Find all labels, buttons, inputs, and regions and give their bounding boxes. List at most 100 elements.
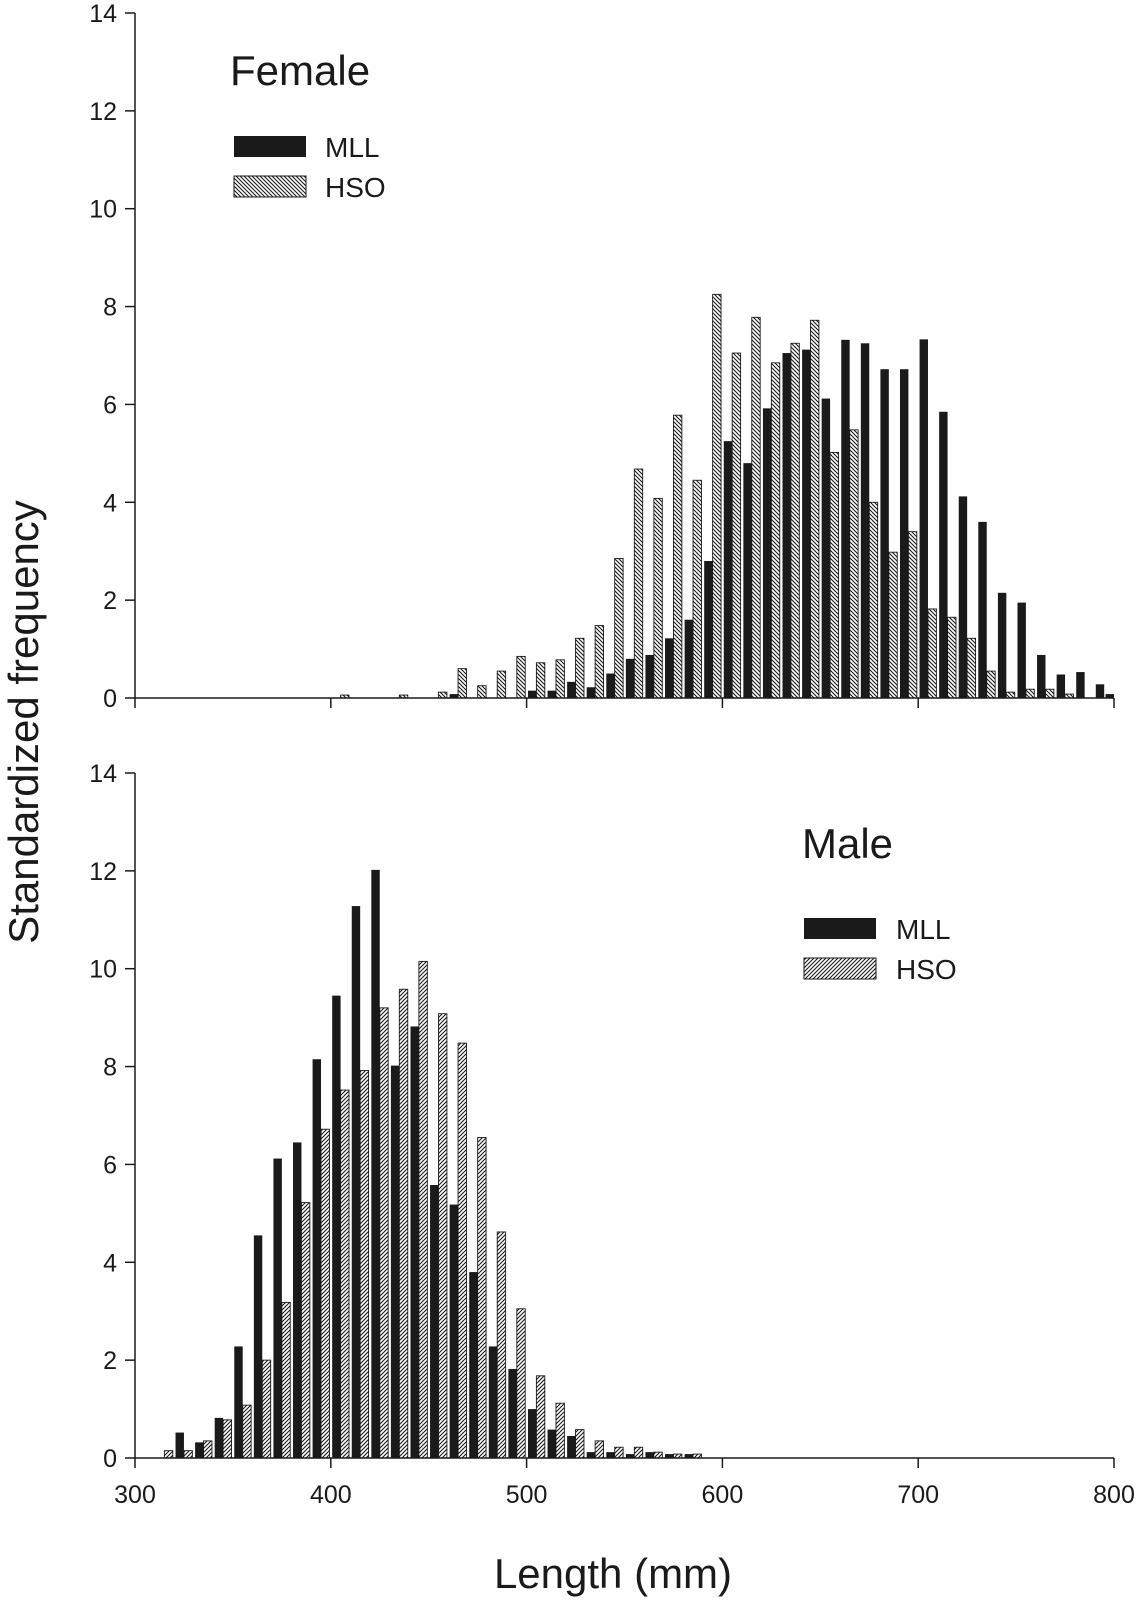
male-bar-mll	[527, 1409, 537, 1458]
male-bar-mll	[625, 1454, 635, 1458]
female-bar-hso	[1005, 691, 1016, 699]
female-bar-hso	[751, 316, 761, 699]
female-bar-mll	[841, 339, 850, 698]
male-bar-hso	[300, 1202, 311, 1459]
female-legend: MLL HSO	[233, 132, 386, 203]
female-bar-hso	[496, 670, 507, 699]
male-bar-hso	[398, 988, 409, 1459]
male-bar-mll	[371, 869, 380, 1458]
female-bar-hso	[986, 670, 996, 699]
male-y-tick-label: 0	[103, 1445, 117, 1473]
male-bar-mll	[390, 1065, 400, 1458]
female-y-tick-label: 12	[89, 98, 117, 126]
male-panel: 0 2 4 6 8 10 12 14 300 400 500 600 700 800 Male MLL …	[89, 760, 1135, 1509]
female-bar-mll	[802, 349, 811, 698]
female-bar-mll	[704, 561, 713, 698]
female-bar-hso	[555, 659, 565, 699]
male-bar-mll	[273, 1158, 282, 1458]
male-legend-mll-label: MLL	[896, 914, 950, 945]
male-legend-hso-swatch	[803, 957, 877, 980]
female-x-axis-ticks	[134, 698, 1115, 708]
female-y-tick-label: 6	[103, 391, 117, 419]
female-bars	[340, 293, 1114, 699]
male-bar-mll	[586, 1452, 596, 1458]
female-bar-mll	[606, 673, 615, 698]
female-bar-mll	[665, 638, 674, 698]
male-legend: MLL HSO	[803, 914, 957, 985]
female-bar-mll	[939, 411, 948, 698]
male-x-tick-label: 600	[702, 1481, 744, 1509]
male-bar-mll	[508, 1368, 517, 1458]
male-x-tick-label: 400	[310, 1481, 352, 1509]
female-bar-hso	[888, 551, 898, 699]
male-bar-hso	[496, 1231, 507, 1459]
male-bar-mll	[312, 1059, 322, 1458]
female-bar-hso	[692, 479, 702, 699]
male-bar-mll	[606, 1452, 615, 1458]
male-y-axis-ticks: 0 2 4 6 8 10 12 14	[89, 760, 135, 1473]
male-bar-hso	[163, 1450, 174, 1459]
male-x-tick-label: 800	[1093, 1481, 1135, 1509]
female-y-axis-ticks: 0 2 4 6 8 10 12 14	[89, 0, 135, 713]
female-bar-mll	[958, 496, 968, 698]
female-legend-hso-label: HSO	[325, 172, 386, 203]
female-bar-hso	[457, 668, 467, 699]
female-bar-mll	[782, 353, 791, 698]
female-legend-mll-swatch	[234, 136, 306, 157]
female-bar-mll	[899, 369, 909, 698]
female-y-tick-label: 2	[103, 587, 117, 615]
male-y-tick-label: 4	[103, 1249, 117, 1277]
male-bar-hso	[516, 1308, 526, 1459]
female-y-tick-label: 10	[89, 196, 117, 224]
male-bar-hso	[359, 1070, 370, 1459]
female-bar-hso	[731, 352, 742, 699]
female-bar-mll	[743, 463, 752, 698]
female-bar-hso	[477, 685, 487, 699]
male-bar-mll	[430, 1184, 439, 1458]
female-bar-mll	[880, 369, 889, 698]
male-x-tick-label: 700	[897, 1481, 939, 1509]
male-bar-mll	[684, 1454, 694, 1458]
female-bar-mll	[919, 339, 928, 698]
female-y-tick-label: 14	[89, 0, 117, 28]
male-bar-hso	[575, 1429, 585, 1459]
male-bar-mll	[410, 1026, 419, 1458]
male-bar-hso	[457, 1042, 467, 1459]
male-x-tick-label: 300	[114, 1481, 156, 1509]
male-bar-hso	[653, 1451, 663, 1459]
female-bar-mll	[1105, 694, 1114, 698]
male-bar-hso	[555, 1402, 565, 1459]
female-bar-hso	[633, 468, 644, 699]
male-bar-mll	[293, 1142, 302, 1458]
female-bar-hso	[829, 451, 839, 699]
male-bar-hso	[203, 1440, 213, 1459]
female-bar-hso	[770, 362, 781, 699]
female-bar-hso	[790, 342, 800, 699]
female-bar-mll	[527, 690, 537, 698]
x-axis-title: Length (mm)	[494, 1550, 732, 1597]
male-bars	[163, 869, 702, 1459]
male-bar-hso	[614, 1446, 624, 1459]
female-bar-mll	[997, 592, 1007, 698]
male-bar-mll	[645, 1452, 654, 1458]
female-legend-mll-label: MLL	[325, 132, 379, 163]
female-bar-hso	[614, 558, 624, 699]
male-bar-hso	[379, 1007, 389, 1459]
female-bar-hso	[849, 429, 859, 699]
male-bar-mll	[449, 1204, 459, 1458]
male-bar-mll	[195, 1442, 204, 1458]
male-bar-hso	[340, 1089, 350, 1459]
male-bar-hso	[535, 1375, 546, 1459]
female-y-tick-label: 8	[103, 294, 117, 322]
male-bar-mll	[214, 1417, 224, 1458]
male-x-tick-label: 500	[506, 1481, 548, 1509]
male-panel-title: Male	[802, 820, 893, 867]
male-bar-hso	[281, 1301, 291, 1459]
female-bar-mll	[860, 343, 870, 698]
female-bar-mll	[762, 408, 772, 698]
male-bar-hso	[633, 1446, 644, 1459]
male-bar-hso	[418, 960, 428, 1459]
male-y-tick-label: 14	[89, 760, 117, 788]
male-bar-mll	[488, 1346, 498, 1458]
